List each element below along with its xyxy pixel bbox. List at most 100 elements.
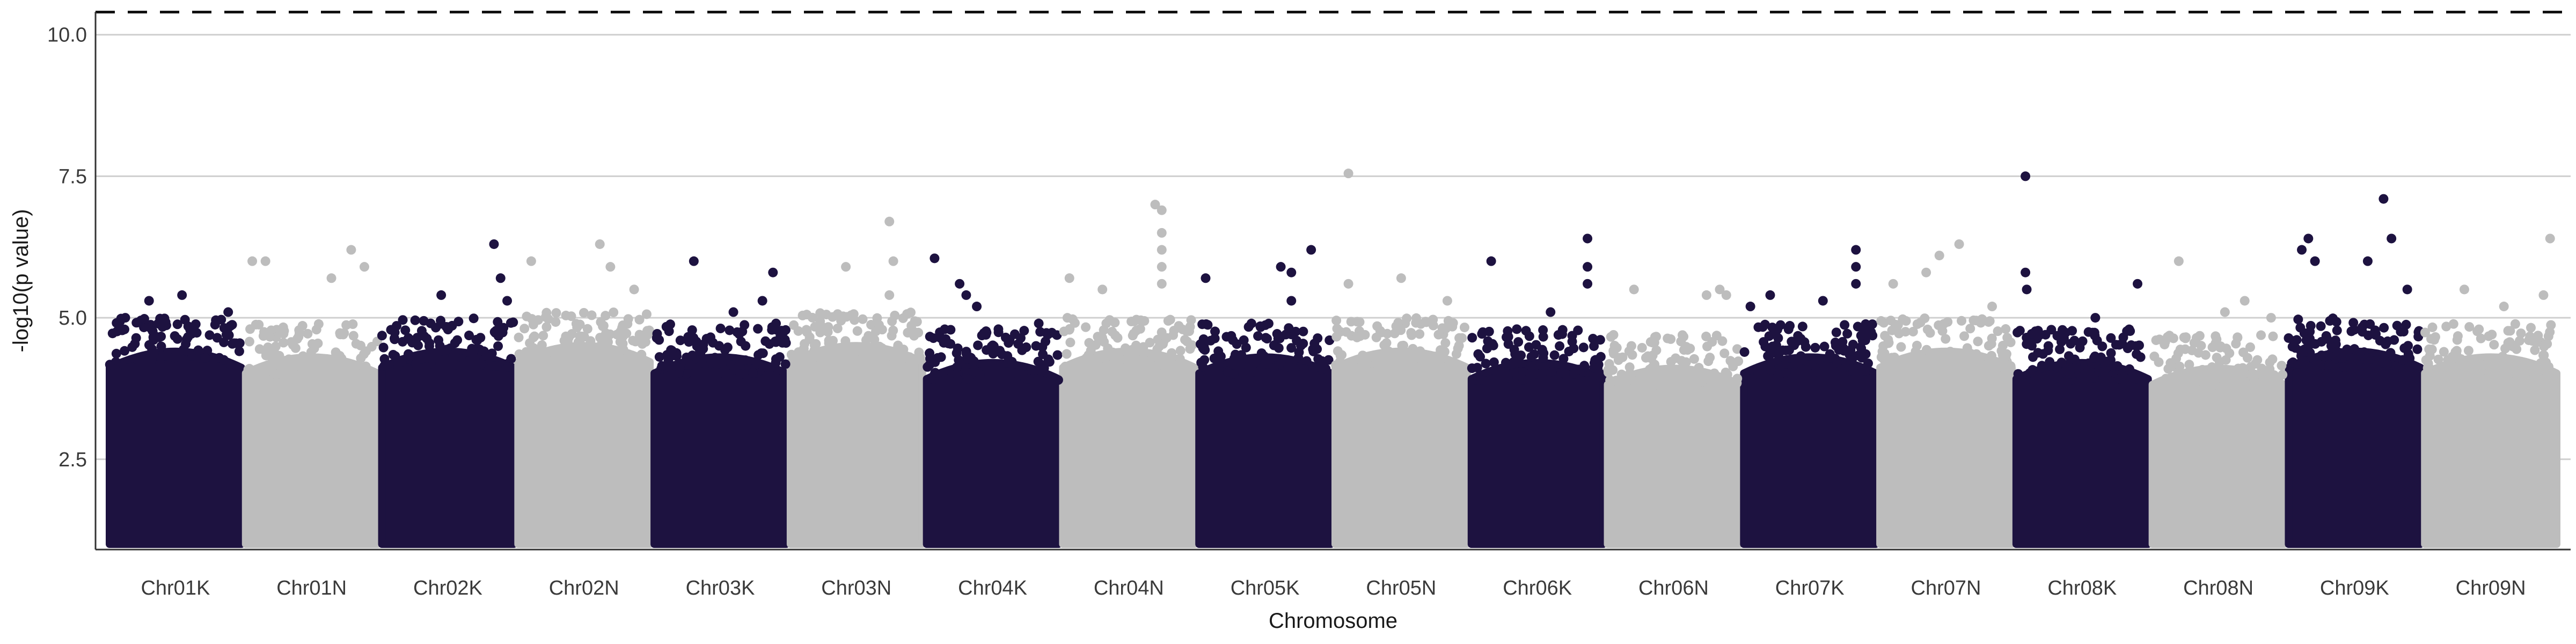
data-point — [1512, 324, 1522, 334]
data-point — [2322, 334, 2332, 344]
data-point — [2256, 330, 2266, 340]
data-point — [695, 346, 705, 356]
data-point — [2476, 333, 2486, 343]
data-point — [1526, 361, 1536, 371]
data-point — [961, 347, 971, 357]
data-point — [410, 315, 420, 325]
data-point — [1727, 358, 1737, 368]
peak-point — [629, 284, 639, 295]
data-point — [1136, 315, 1146, 325]
x-tick-label: Chr01N — [276, 577, 347, 599]
data-point — [1732, 374, 1743, 384]
data-point — [2221, 343, 2231, 354]
data-point — [1676, 336, 1686, 347]
data-point — [1421, 317, 1431, 327]
x-tick-label: Chr09N — [2456, 577, 2526, 599]
data-point — [254, 319, 264, 330]
data-point — [1959, 331, 1970, 341]
data-point — [975, 370, 985, 380]
data-point — [1501, 357, 1511, 368]
data-point — [568, 352, 579, 362]
data-point — [780, 359, 791, 369]
data-point — [2263, 367, 2273, 377]
peak-point — [2303, 233, 2314, 244]
chromosome-cloud-Chr02K — [378, 347, 518, 548]
data-point — [2028, 352, 2038, 362]
peak-point — [1286, 267, 1297, 277]
data-point — [210, 319, 220, 330]
data-point — [149, 349, 159, 360]
data-point — [2045, 357, 2055, 367]
data-point — [989, 341, 999, 351]
data-point — [2329, 342, 2339, 353]
data-point — [1253, 331, 1263, 341]
data-point — [2182, 368, 2192, 378]
data-point — [1915, 352, 1925, 362]
data-point — [1483, 336, 1493, 346]
data-point — [1908, 326, 1918, 336]
data-point — [1694, 363, 1704, 373]
data-point — [1876, 316, 1886, 326]
x-tick-label: Chr06K — [1503, 577, 1572, 599]
data-point — [737, 326, 748, 336]
data-point — [279, 338, 289, 348]
data-point — [780, 325, 791, 335]
data-point — [180, 314, 190, 325]
data-point — [953, 343, 963, 353]
data-point — [193, 345, 203, 355]
data-point — [403, 349, 413, 359]
data-point — [1214, 364, 1224, 374]
data-point — [844, 354, 854, 364]
data-point — [426, 318, 436, 328]
data-point — [2043, 341, 2053, 351]
data-point — [1537, 345, 1547, 355]
peak-point — [728, 307, 738, 317]
data-point — [1518, 367, 1528, 377]
data-point — [1100, 362, 1110, 372]
data-point — [2500, 343, 2511, 354]
data-point — [1210, 326, 1220, 336]
data-point — [1110, 318, 1120, 328]
data-point — [191, 319, 201, 330]
data-point — [797, 310, 808, 320]
data-point — [714, 341, 724, 351]
data-point — [915, 353, 925, 363]
data-point — [1317, 356, 1327, 366]
peak-point — [1286, 296, 1297, 306]
data-point — [2531, 336, 2542, 347]
data-point — [2251, 378, 2262, 388]
data-point — [244, 336, 254, 347]
data-point — [157, 322, 167, 332]
data-point — [1608, 346, 1619, 356]
data-point — [1769, 329, 1779, 339]
data-point — [105, 360, 115, 370]
data-point — [1593, 363, 1603, 373]
data-point — [1825, 349, 1835, 359]
data-point — [1284, 323, 1294, 333]
data-point — [1407, 330, 1417, 340]
data-point — [2149, 352, 2160, 362]
data-point — [858, 349, 868, 359]
data-point — [953, 375, 963, 385]
data-point — [1616, 369, 1627, 379]
data-point — [1671, 353, 1681, 363]
data-point — [172, 319, 182, 330]
peak-point — [1715, 284, 1725, 295]
data-point — [154, 332, 164, 342]
data-point — [2498, 360, 2508, 370]
peak-point — [955, 279, 965, 289]
data-point — [377, 331, 387, 341]
data-point — [1595, 335, 1605, 345]
data-point — [928, 333, 939, 343]
data-point — [400, 325, 411, 335]
data-point — [887, 316, 897, 326]
data-point — [298, 351, 308, 361]
chromosome-cloud-Chr03N — [786, 342, 926, 548]
data-point — [1260, 320, 1270, 330]
chromosome-cloud-Chr08N — [2148, 364, 2288, 548]
data-point — [1781, 368, 1791, 378]
data-point — [313, 319, 324, 329]
data-point — [2187, 345, 2197, 355]
data-point — [200, 353, 210, 363]
chromosome-cloud-Chr06K — [1467, 359, 1607, 548]
